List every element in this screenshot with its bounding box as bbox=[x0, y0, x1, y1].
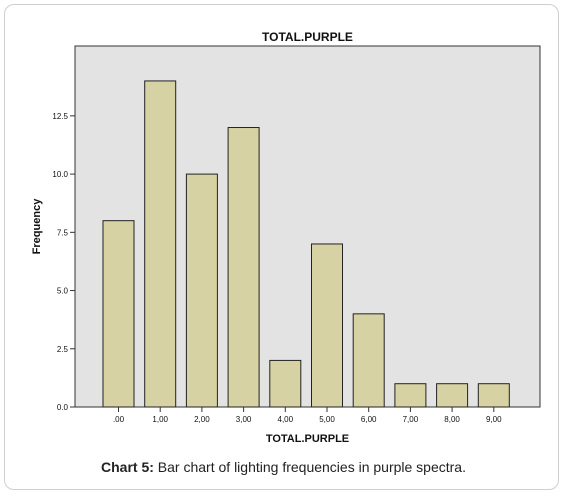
y-tick-label: 10.0 bbox=[52, 170, 68, 179]
bar-5 bbox=[311, 243, 343, 408]
y-tick-label: 7.5 bbox=[57, 228, 69, 237]
y-tick-label: 12.5 bbox=[52, 112, 68, 121]
bar-0 bbox=[102, 220, 135, 408]
bar-8 bbox=[436, 383, 469, 408]
figure-caption: Chart 5: Bar chart of lighting frequenci… bbox=[0, 459, 567, 475]
bar-1 bbox=[144, 80, 177, 408]
bars bbox=[102, 80, 510, 408]
x-tick-label: .00 bbox=[113, 415, 125, 424]
bar-6 bbox=[352, 313, 385, 408]
x-tick-label: 6,00 bbox=[361, 415, 377, 424]
x-tick-label: 8,00 bbox=[444, 415, 460, 424]
x-tick-label: 3,00 bbox=[236, 415, 252, 424]
bar-9 bbox=[477, 383, 510, 408]
caption-label: Chart 5: bbox=[101, 459, 154, 475]
x-tick-label: 5,00 bbox=[319, 415, 335, 424]
x-axis: .00 1,00 2,00 3,00 4,00 5,00 6,00 7,00 8,00 9,00 bbox=[113, 407, 502, 424]
y-tick-label: 2.5 bbox=[57, 345, 69, 354]
y-axis-label: Frequency bbox=[31, 198, 43, 255]
bar-chart: TOTAL.PURPLE 0.0 2.5 5.0 7.5 10.0 12.5 .00 1,0… bbox=[31, 30, 541, 445]
bar-4 bbox=[269, 359, 302, 408]
x-tick-label: 1,00 bbox=[152, 415, 168, 424]
chart-title: TOTAL.PURPLE bbox=[262, 30, 353, 44]
y-tick-label: 0.0 bbox=[57, 403, 69, 412]
bar-2 bbox=[185, 173, 218, 408]
bar-7 bbox=[394, 383, 427, 408]
x-axis-label: TOTAL.PURPLE bbox=[266, 433, 349, 445]
x-tick-label: 9,00 bbox=[486, 415, 502, 424]
caption-text: Bar chart of lighting frequencies in pur… bbox=[153, 459, 466, 475]
x-tick-label: 4,00 bbox=[278, 415, 294, 424]
y-tick-label: 5.0 bbox=[57, 287, 69, 296]
y-axis: 0.0 2.5 5.0 7.5 10.0 12.5 bbox=[52, 112, 75, 412]
bar-3 bbox=[227, 127, 260, 408]
x-tick-label: 2,00 bbox=[194, 415, 210, 424]
x-tick-label: 7,00 bbox=[403, 415, 419, 424]
